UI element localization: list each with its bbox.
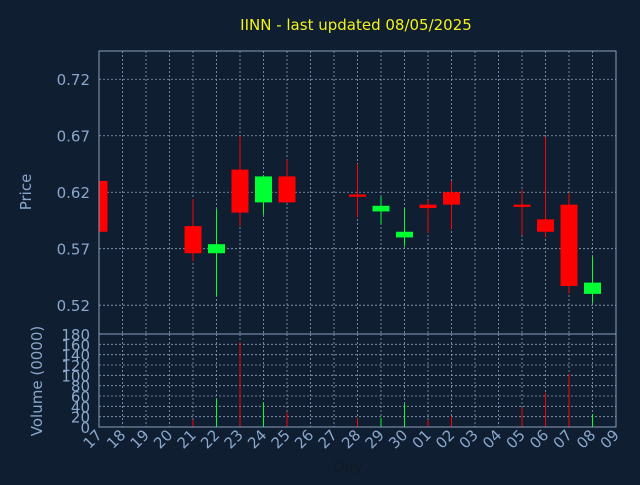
- candle: [255, 175, 272, 215]
- price-tick-labels: 0.72 0.67 0.62 0.57 0.52: [57, 71, 90, 315]
- volume-tick-label: 20: [71, 409, 90, 427]
- candle-body: [513, 204, 531, 207]
- price-tick-label: 0.67: [57, 128, 90, 146]
- candle: [537, 136, 554, 238]
- candle: [396, 208, 413, 247]
- candle: [419, 200, 437, 233]
- candle-body: [208, 244, 225, 254]
- candle: [349, 163, 366, 218]
- price-tick-label: 0.52: [57, 297, 90, 315]
- price-tick-label: 0.72: [57, 71, 90, 89]
- volume-axis-label: Volume (0000): [28, 326, 46, 436]
- candle: [513, 189, 531, 236]
- candle-body: [372, 205, 390, 212]
- candle: [560, 193, 578, 294]
- candle: [98, 178, 108, 232]
- volume-tick-label: 60: [71, 388, 90, 406]
- candle-body: [99, 180, 108, 232]
- candle: [584, 256, 601, 303]
- volume-bars: [98, 341, 593, 427]
- candle: [184, 198, 202, 262]
- candle-body: [255, 176, 272, 203]
- volume-tick-label: 80: [71, 378, 90, 396]
- volume-tick-label: 0: [80, 419, 90, 437]
- volume-tick-label: 40: [71, 398, 90, 416]
- candle-body: [537, 219, 554, 232]
- volume-tick-label: 160: [61, 336, 90, 354]
- candle-body: [419, 204, 437, 209]
- price-tick-label: 0.62: [57, 184, 90, 202]
- volume-tick-label: 120: [61, 357, 90, 375]
- chart-title: IINN - last updated 08/05/2025: [240, 16, 472, 34]
- day-axis-label: Day: [333, 458, 363, 476]
- volume-plot-frame: [98, 333, 617, 428]
- price-tick-label: 0.57: [57, 241, 90, 259]
- candle-body: [396, 231, 413, 238]
- volume-tick-label: 180: [61, 326, 90, 344]
- candle-body: [560, 204, 578, 286]
- candle: [278, 159, 296, 203]
- candle-body: [184, 226, 202, 254]
- candle-body: [443, 192, 460, 205]
- candle-body: [584, 282, 601, 294]
- volume-tick-label: 140: [61, 347, 90, 365]
- candle: [443, 180, 460, 230]
- candle-body: [231, 169, 249, 213]
- price-axis-label: Price: [17, 174, 35, 211]
- candle-body: [349, 194, 366, 197]
- day-tick-labels: 1718192021222324252627282930010203040506…: [80, 426, 623, 452]
- candle: [372, 196, 390, 224]
- candle: [231, 135, 249, 227]
- candle: [208, 209, 225, 297]
- candles: [98, 135, 601, 303]
- volume-tick-label: 100: [61, 367, 90, 385]
- candle-body: [278, 176, 296, 203]
